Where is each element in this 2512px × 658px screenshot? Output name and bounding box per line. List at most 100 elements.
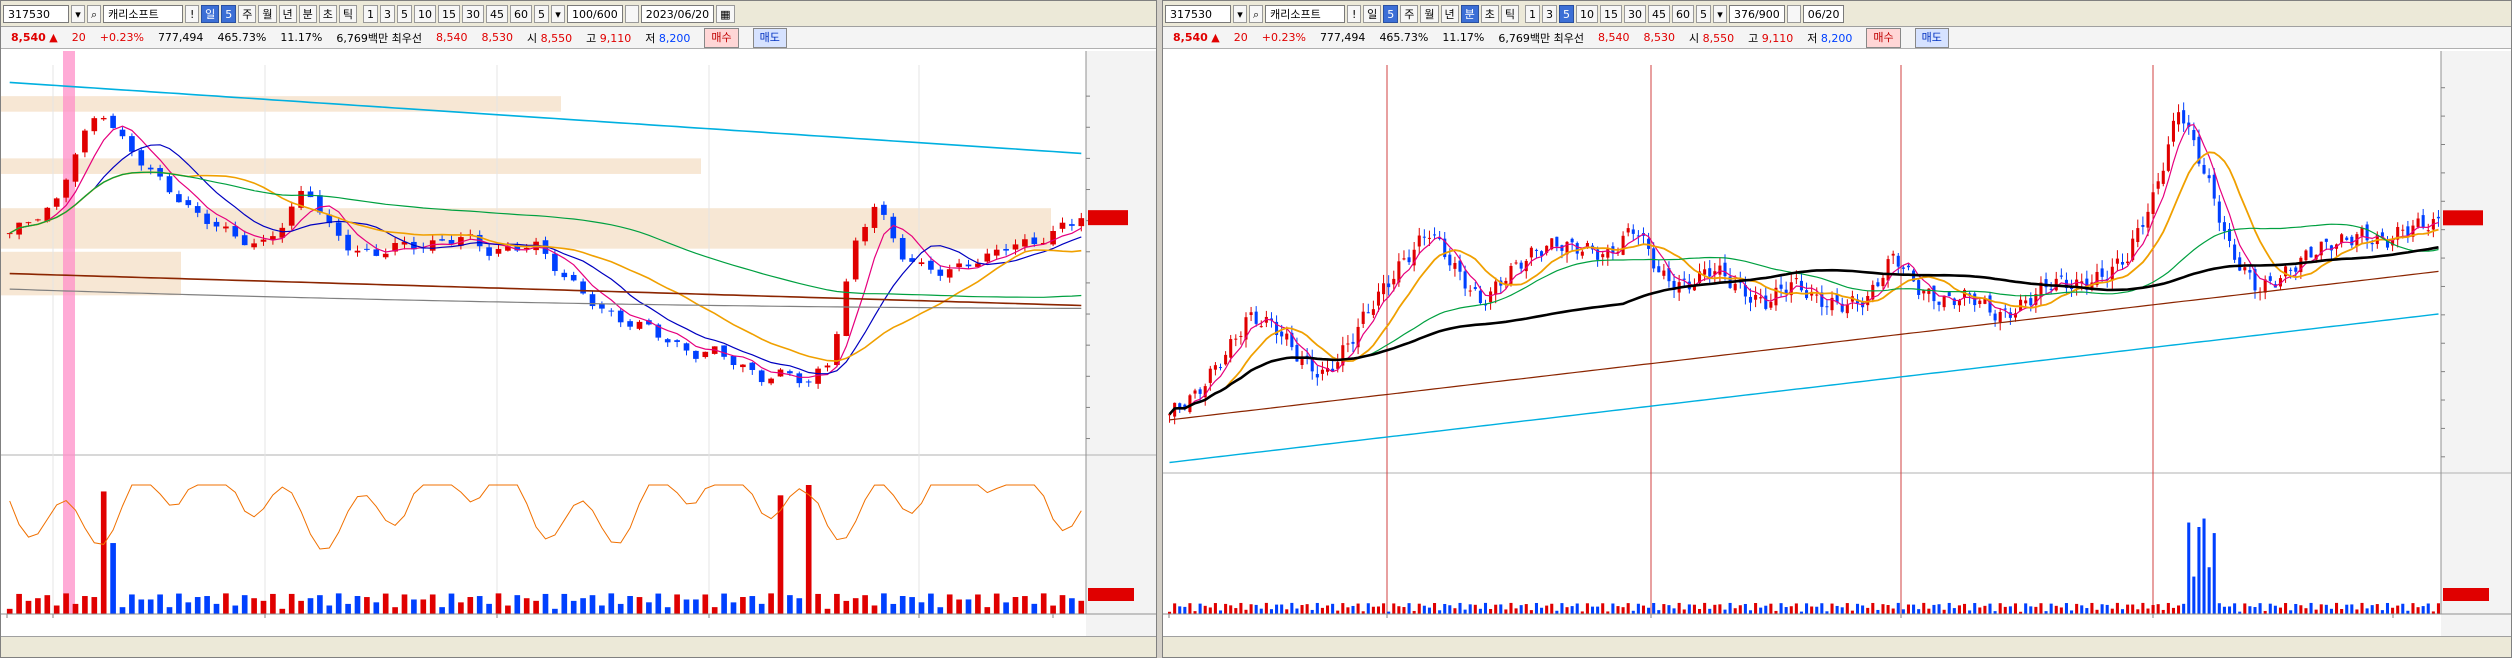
left-interval-button-5[interactable]: 30 (462, 4, 485, 23)
left-candle-107 (1012, 244, 1019, 250)
right-interval-button-6[interactable]: 45 (1648, 4, 1671, 23)
left-checkbox[interactable] (624, 4, 639, 23)
right-candle-223 (2304, 250, 2308, 261)
right-volume-bar-49 (1417, 603, 1421, 614)
left-candle-81 (768, 378, 774, 384)
left-volume-bar-9 (91, 597, 98, 614)
right-period-button-7[interactable]: 틱 (1500, 4, 1520, 23)
right-volume-bar-213 (2253, 607, 2257, 614)
right-candle-95 (1652, 248, 1656, 269)
left-date-field[interactable]: 2023/06/20 (640, 4, 715, 23)
right-candle-9 (1213, 365, 1217, 370)
right-period-button-6[interactable]: 초 (1480, 4, 1499, 23)
left-volume-bar-41 (392, 607, 398, 614)
right-period-button-3[interactable]: 월 (1420, 4, 1439, 23)
right-period-button-0[interactable]: 일 (1363, 4, 1382, 23)
left-buy-button[interactable]: 매수 (704, 27, 739, 48)
right-volume-bar-89 (1621, 607, 1625, 614)
right-candle-13 (1234, 338, 1238, 340)
right-candle-201 (2192, 129, 2196, 141)
right-volume-bar-88 (1616, 606, 1620, 614)
left-candle-37 (354, 250, 361, 253)
left-period-button-0[interactable]: 일 (201, 4, 220, 23)
left-period-button-6[interactable]: 초 (318, 4, 337, 23)
left-volume-bar-8 (82, 596, 88, 614)
right-checkbox[interactable] (1786, 4, 1801, 23)
right-volume-bar-53 (1438, 610, 1442, 614)
left-candle-46 (439, 239, 445, 241)
left-volume-bar-35 (335, 593, 342, 614)
right-period-button-4[interactable]: 년 (1440, 4, 1459, 23)
right-volume-bar-204 (2207, 567, 2211, 614)
right-buy-button[interactable]: 매수 (1866, 27, 1901, 48)
right-candle-162 (1993, 313, 1997, 321)
left-stock-name[interactable]: 캐리소프트 (103, 4, 184, 23)
right-volume-bar-163 (1998, 603, 2002, 614)
left-chart[interactable] (1, 51, 1156, 639)
right-volume-bar-245 (2416, 607, 2420, 614)
left-search-icon[interactable]: ⌕ (87, 4, 102, 23)
left-period-button-5[interactable]: 분 (298, 4, 317, 23)
right-interval-button-1[interactable]: 3 (1542, 4, 1558, 23)
left-period-button-4[interactable]: 년 (278, 4, 297, 23)
right-alert-icon[interactable]: ! (1347, 4, 1362, 23)
right-volume-bar-51 (1427, 607, 1431, 614)
left-volume-bar-33 (317, 595, 323, 614)
right-interval-button-3[interactable]: 10 (1576, 4, 1599, 23)
left-period-button-2[interactable]: 주 (238, 4, 257, 23)
left-code-field[interactable]: 317530 (3, 4, 69, 23)
right-period-button-2[interactable]: 주 (1400, 4, 1419, 23)
right-interval-button-2[interactable]: 5 (1559, 4, 1575, 23)
right-code-dropdown[interactable]: ▾ (1233, 4, 1247, 23)
right-interval-button-8[interactable]: 5 (1696, 4, 1712, 23)
right-interval-button-5[interactable]: 30 (1624, 4, 1647, 23)
left-interval-button-0[interactable]: 1 (363, 4, 379, 23)
left-alert-icon[interactable]: ! (185, 4, 200, 23)
left-sell-button[interactable]: 매도 (752, 27, 787, 48)
right-count-field[interactable]: 376/900 (1729, 4, 1785, 23)
right-volume-bar-118 (1769, 603, 1773, 614)
left-period-button-3[interactable]: 월 (258, 4, 277, 23)
left-candle-66 (627, 321, 633, 327)
left-candle-51 (486, 247, 492, 256)
left-interval-button-7[interactable]: 60 (510, 4, 533, 23)
left-period-button-1[interactable]: 5 (221, 4, 237, 23)
left-code-dropdown[interactable]: ▾ (71, 4, 85, 23)
right-volume-bar-186 (2115, 602, 2119, 614)
right-volume-bar-26 (1300, 605, 1304, 614)
left-count-field[interactable]: 100/600 (567, 4, 623, 23)
right-stock-name[interactable]: 캐리소프트 (1265, 4, 1346, 23)
left-calendar-icon[interactable]: ▦ (716, 4, 735, 23)
right-volume-bar-47 (1407, 603, 1411, 614)
left-count-dropdown[interactable]: ▾ (551, 4, 566, 23)
right-search-icon[interactable]: ⌕ (1249, 4, 1264, 23)
right-sell-button[interactable]: 매도 (1914, 27, 1949, 48)
right-interval-button-4[interactable]: 15 (1600, 4, 1623, 23)
left-interval-button-2[interactable]: 5 (397, 4, 413, 23)
right-candle-12 (1229, 339, 1233, 358)
right-period-button-1[interactable]: 5 (1383, 4, 1399, 23)
left-interval-button-8[interactable]: 5 (534, 4, 550, 23)
right-volume-bar-23 (1285, 609, 1289, 614)
right-count-dropdown[interactable]: ▾ (1713, 4, 1728, 23)
right-candle-84 (1596, 249, 1600, 260)
left-volume-bar-42 (401, 594, 408, 614)
right-interval-button-7[interactable]: 60 (1672, 4, 1695, 23)
right-period-button-5[interactable]: 분 (1460, 4, 1479, 23)
right-date-field[interactable]: 06/20 (1802, 4, 1845, 23)
left-period-button-7[interactable]: 틱 (338, 4, 358, 23)
right-code-field[interactable]: 317530 (1165, 4, 1231, 23)
right-candle-194 (2156, 181, 2160, 189)
left-interval-button-4[interactable]: 15 (438, 4, 461, 23)
left-candle-72 (683, 343, 690, 351)
right-infobar: 8,540 ▲ 20 +0.23% 777,494 465.73% 11.17%… (1163, 27, 2511, 49)
right-interval-button-0[interactable]: 1 (1525, 4, 1541, 23)
right-volume-bar-17 (1254, 604, 1258, 614)
right-chart[interactable] (1163, 51, 2511, 639)
right-candle-159 (1978, 300, 1982, 305)
left-interval-button-3[interactable]: 10 (414, 4, 437, 23)
left-interval-button-6[interactable]: 45 (486, 4, 509, 23)
left-best-bid: 8,530 (481, 31, 513, 44)
right-volume-bar-44 (1392, 603, 1396, 614)
left-interval-button-1[interactable]: 3 (380, 4, 396, 23)
